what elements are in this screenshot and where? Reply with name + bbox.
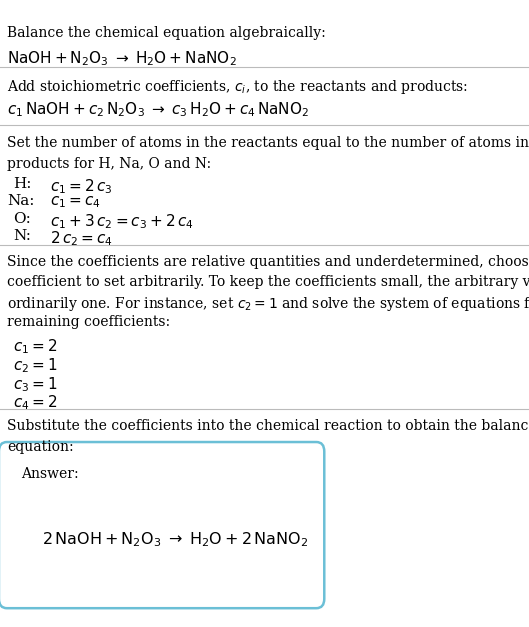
- Text: O:: O:: [13, 212, 31, 226]
- FancyBboxPatch shape: [0, 442, 324, 608]
- Text: Na:: Na:: [7, 194, 34, 208]
- Text: $c_1 = c_4$: $c_1 = c_4$: [50, 194, 101, 210]
- Text: remaining coefficients:: remaining coefficients:: [7, 315, 170, 329]
- Text: Since the coefficients are relative quantities and underdetermined, choose a: Since the coefficients are relative quan…: [7, 255, 529, 269]
- Text: ordinarily one. For instance, set $c_2 = 1$ and solve the system of equations fo: ordinarily one. For instance, set $c_2 =…: [7, 295, 529, 314]
- Text: $c_1 = 2$: $c_1 = 2$: [13, 337, 58, 356]
- Text: N:: N:: [13, 229, 31, 243]
- Text: Balance the chemical equation algebraically:: Balance the chemical equation algebraica…: [7, 26, 326, 40]
- Text: $c_3 = 1$: $c_3 = 1$: [13, 375, 58, 394]
- Text: $c_1 + 3\,c_2 = c_3 + 2\,c_4$: $c_1 + 3\,c_2 = c_3 + 2\,c_4$: [50, 212, 194, 231]
- Text: $c_4 = 2$: $c_4 = 2$: [13, 394, 58, 413]
- Text: Substitute the coefficients into the chemical reaction to obtain the balanced: Substitute the coefficients into the che…: [7, 419, 529, 433]
- Text: Set the number of atoms in the reactants equal to the number of atoms in the: Set the number of atoms in the reactants…: [7, 136, 529, 150]
- Text: H:: H:: [13, 177, 32, 191]
- Text: $2\,\mathrm{NaOH} + \mathrm{N_2O_3} \;\rightarrow\; \mathrm{H_2O} + 2\,\mathrm{N: $2\,\mathrm{NaOH} + \mathrm{N_2O_3} \;\r…: [42, 530, 309, 549]
- Text: Answer:: Answer:: [21, 467, 79, 481]
- Text: $2\,c_2 = c_4$: $2\,c_2 = c_4$: [50, 229, 113, 248]
- Text: $\mathrm{NaOH} + \mathrm{N_2O_3} \;\rightarrow\; \mathrm{H_2O} + \mathrm{NaNO_2}: $\mathrm{NaOH} + \mathrm{N_2O_3} \;\righ…: [7, 49, 236, 68]
- Text: $c_1\,\mathrm{NaOH} + c_2\,\mathrm{N_2O_3} \;\rightarrow\; c_3\,\mathrm{H_2O} + : $c_1\,\mathrm{NaOH} + c_2\,\mathrm{N_2O_…: [7, 100, 309, 119]
- Text: coefficient to set arbitrarily. To keep the coefficients small, the arbitrary va: coefficient to set arbitrarily. To keep …: [7, 275, 529, 289]
- Text: $c_2 = 1$: $c_2 = 1$: [13, 356, 58, 375]
- Text: $c_1 = 2\,c_3$: $c_1 = 2\,c_3$: [50, 177, 113, 196]
- Text: equation:: equation:: [7, 440, 74, 453]
- Text: products for H, Na, O and N:: products for H, Na, O and N:: [7, 157, 211, 171]
- Text: Add stoichiometric coefficients, $c_i$, to the reactants and products:: Add stoichiometric coefficients, $c_i$, …: [7, 78, 468, 96]
